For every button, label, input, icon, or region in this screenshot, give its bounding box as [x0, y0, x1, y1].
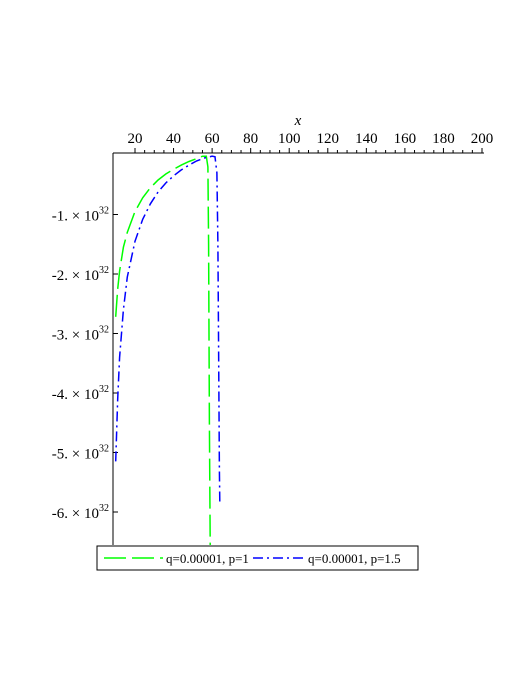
x-tick-label: 20 — [128, 131, 143, 147]
legend: q=0.00001, p=1 q=0.00001, p=1.5 — [96, 545, 419, 571]
y-tick-label: -1. × 1032 — [52, 206, 109, 225]
y-tick-label: -4. × 1032 — [52, 384, 109, 403]
x-tick-label: 180 — [432, 131, 455, 147]
x-tick-label: 40 — [166, 131, 181, 147]
x-tick-label: 140 — [355, 131, 378, 147]
x-tick-label: 80 — [243, 131, 258, 147]
x-tick-label: 100 — [278, 131, 301, 147]
legend-label-green: q=0.00001, p=1 — [166, 551, 249, 566]
x-tick-label: 200 — [471, 131, 494, 147]
x-ticks: 20 40 60 80 100 120 140 160 180 200 — [128, 131, 494, 153]
x-tick-label: 120 — [317, 131, 340, 147]
series-line-1 — [114, 155, 221, 504]
axes: 20 40 60 80 100 120 140 160 180 200 -1. × 1032 -2.… — [52, 113, 493, 545]
x-axis-label: x — [294, 113, 302, 129]
y-ticks: -1. × 1032 -2. × 1032 -3. × 1032 -4. × 1032… — [52, 206, 118, 522]
y-tick-label: -5. × 1032 — [52, 444, 109, 463]
series-layer — [114, 155, 221, 546]
x-tick-label: 160 — [394, 131, 417, 147]
series-line-0 — [114, 155, 211, 546]
x-tick-label: 60 — [205, 131, 220, 147]
y-tick-label: -3. × 1032 — [52, 325, 109, 344]
legend-label-blue: q=0.00001, p=1.5 — [308, 551, 401, 566]
y-tick-label: -2. × 1032 — [52, 265, 109, 284]
y-tick-label: -6. × 1032 — [52, 503, 109, 522]
